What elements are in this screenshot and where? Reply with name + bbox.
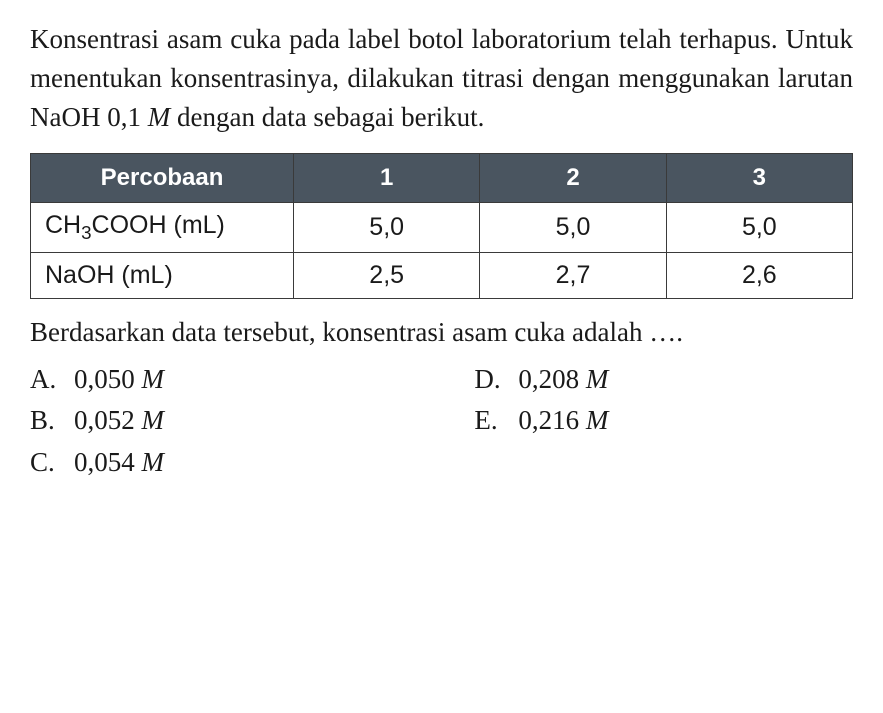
row1-c3: 5,0 (666, 203, 852, 253)
option-d-letter: D. (474, 359, 518, 401)
table-row: NaOH (mL) 2,5 2,7 2,6 (31, 253, 853, 299)
option-c: C. 0,054 M (30, 442, 474, 484)
row2-label: NaOH (mL) (31, 253, 294, 299)
option-b-letter: B. (30, 400, 74, 442)
data-table: Percobaan 1 2 3 CH3COOH (mL) 5,0 5,0 5,0… (30, 153, 853, 299)
header-trial-1: 1 (294, 154, 480, 203)
option-b-num: 0,052 (74, 405, 142, 435)
row2-c2: 2,7 (480, 253, 666, 299)
option-e-letter: E. (474, 400, 518, 442)
row1-label-sub: 3 (81, 222, 91, 243)
question-line4b: dengan data sebagai berikut. (170, 102, 484, 132)
question-paragraph: Konsentrasi asam cuka pada label botol l… (30, 20, 853, 137)
option-e: E. 0,216 M (474, 400, 853, 442)
option-a-num: 0,050 (74, 364, 142, 394)
row2-c3: 2,6 (666, 253, 852, 299)
option-d-unit: M (586, 364, 609, 394)
table-header-row: Percobaan 1 2 3 (31, 154, 853, 203)
table-row: CH3COOH (mL) 5,0 5,0 5,0 (31, 203, 853, 253)
question-line3: dilakukan titrasi dengan menggunakan lar… (347, 63, 853, 93)
question-line1: Konsentrasi asam cuka pada label botol l… (30, 24, 611, 54)
option-a-value: 0,050 M (74, 359, 474, 401)
option-a-unit: M (142, 364, 165, 394)
row1-label-pre: CH (45, 211, 81, 239)
option-b-value: 0,052 M (74, 400, 474, 442)
option-c-value: 0,054 M (74, 442, 474, 484)
option-a: A. 0,050 M (30, 359, 474, 401)
answer-options: A. 0,050 M D. 0,208 M B. 0,052 M E. 0,21… (30, 359, 853, 485)
question-m-unit: M (148, 102, 171, 132)
after-line1: Berdasarkan data tersebut, konsentrasi a… (30, 317, 565, 347)
option-d-value: 0,208 M (518, 359, 853, 401)
header-percobaan: Percobaan (31, 154, 294, 203)
option-b-unit: M (142, 405, 165, 435)
option-d: D. 0,208 M (474, 359, 853, 401)
header-trial-2: 2 (480, 154, 666, 203)
row2-c1: 2,5 (294, 253, 480, 299)
option-c-num: 0,054 (74, 447, 142, 477)
option-d-num: 0,208 (518, 364, 586, 394)
after-paragraph: Berdasarkan data tersebut, konsentrasi a… (30, 313, 853, 352)
row1-label-post: COOH (mL) (92, 211, 225, 239)
row1-c2: 5,0 (480, 203, 666, 253)
after-line2: adalah …. (572, 317, 683, 347)
question-line4a: NaOH 0,1 (30, 102, 148, 132)
row1-label: CH3COOH (mL) (31, 203, 294, 253)
option-e-num: 0,216 (518, 405, 586, 435)
option-c-letter: C. (30, 442, 74, 484)
option-c-unit: M (142, 447, 165, 477)
option-b: B. 0,052 M (30, 400, 474, 442)
option-a-letter: A. (30, 359, 74, 401)
header-trial-3: 3 (666, 154, 852, 203)
row1-c1: 5,0 (294, 203, 480, 253)
option-e-value: 0,216 M (518, 400, 853, 442)
option-e-unit: M (586, 405, 609, 435)
